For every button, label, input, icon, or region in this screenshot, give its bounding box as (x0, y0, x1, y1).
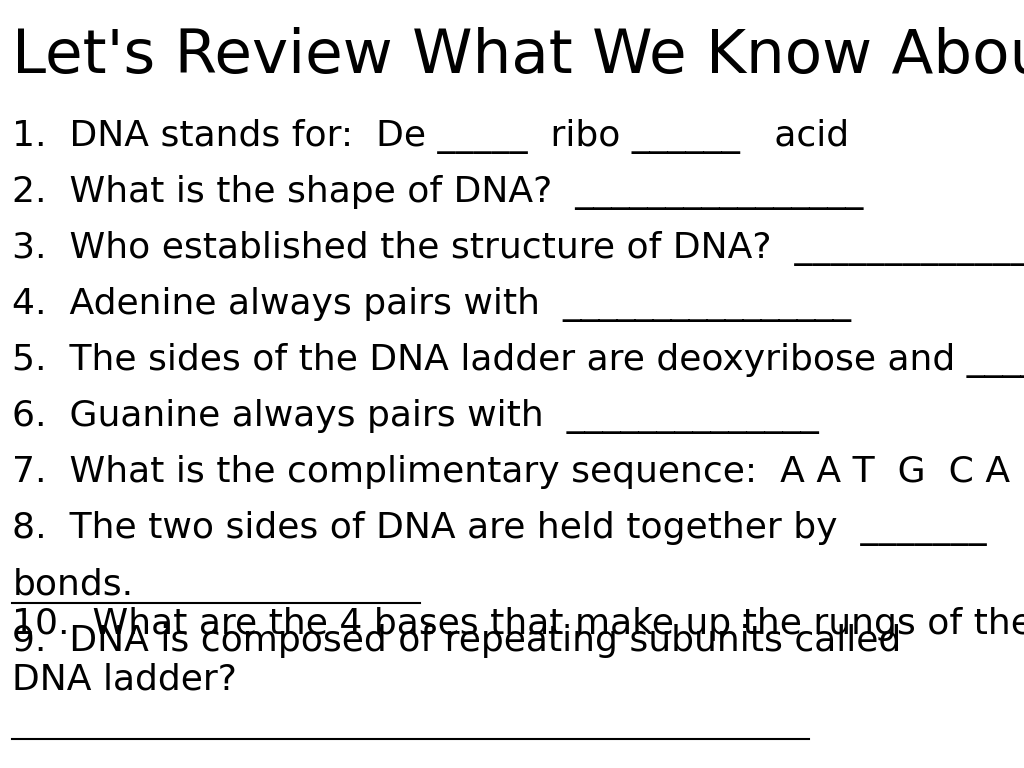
Text: 5.  The sides of the DNA ladder are deoxyribose and _____: 5. The sides of the DNA ladder are deoxy… (12, 343, 1024, 379)
Text: bonds.: bonds. (12, 568, 133, 601)
Text: Let's Review What We Know About DNA: Let's Review What We Know About DNA (12, 27, 1024, 86)
Text: 10.  What are the 4 bases that make up the rungs of the: 10. What are the 4 bases that make up th… (12, 607, 1024, 641)
Text: 8.  The two sides of DNA are held together by  _______: 8. The two sides of DNA are held togethe… (12, 511, 987, 547)
Text: 9.  DNA is composed of repeating subunits called: 9. DNA is composed of repeating subunits… (12, 624, 901, 657)
Text: 4.  Adenine always pairs with  ________________: 4. Adenine always pairs with ___________… (12, 287, 851, 323)
Text: 2.  What is the shape of DNA?  ________________: 2. What is the shape of DNA? ___________… (12, 175, 863, 210)
Text: 1.  DNA stands for:  De _____  ribo ______   acid: 1. DNA stands for: De _____ ribo ______ … (12, 119, 850, 154)
Text: 6.  Guanine always pairs with  ______________: 6. Guanine always pairs with ___________… (12, 399, 819, 435)
Text: 7.  What is the complimentary sequence:  A A T  G  C A: 7. What is the complimentary sequence: A… (12, 455, 1011, 489)
Text: 3.  Who established the structure of DNA?  _____________: 3. Who established the structure of DNA?… (12, 231, 1024, 266)
Text: DNA ladder?: DNA ladder? (12, 663, 238, 697)
